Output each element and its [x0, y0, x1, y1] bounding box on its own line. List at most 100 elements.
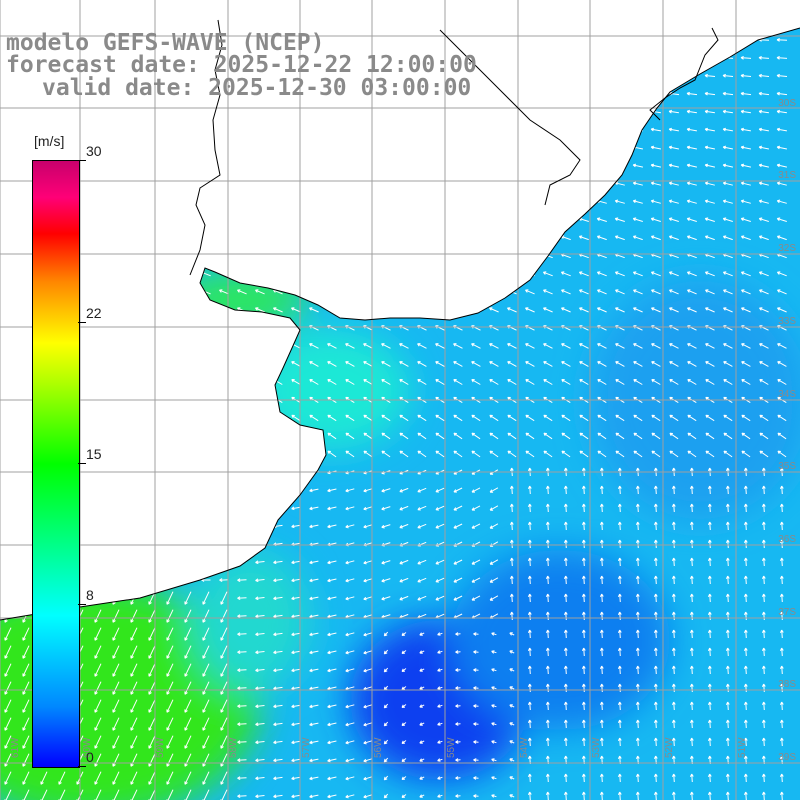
wind-arrow [291, 361, 301, 367]
wind-arrow [22, 717, 30, 731]
wind-arrow [453, 487, 463, 493]
wind-arrow [363, 379, 373, 385]
wind-arrow [597, 289, 607, 295]
wind-arrow [653, 575, 658, 585]
wind-arrow [527, 485, 532, 495]
wind-arrow [758, 163, 770, 168]
wind-arrow [741, 432, 751, 440]
wind-arrow [563, 521, 568, 531]
wind-arrow [383, 739, 389, 745]
wind-arrow [4, 753, 12, 767]
wind-arrow [345, 758, 355, 763]
wind-arrow [417, 577, 427, 583]
wind-arrow [255, 776, 265, 781]
wind-arrow [455, 632, 461, 636]
wind-arrow [166, 681, 174, 695]
wind-arrow [689, 701, 694, 711]
wind-arrow [687, 289, 697, 295]
wind-arrow [435, 487, 445, 493]
wind-arrow [668, 235, 679, 241]
wind-arrow [581, 539, 586, 549]
wind-arrow [740, 91, 752, 96]
wind-arrow [345, 506, 355, 511]
wind-arrow [435, 450, 445, 458]
wind-arrow [740, 217, 751, 222]
wind-arrow [130, 681, 138, 695]
wind-arrow [722, 271, 733, 277]
wind-arrow [743, 611, 748, 621]
wind-arrow [776, 73, 788, 78]
wind-arrow [617, 647, 622, 657]
wind-arrow [489, 361, 499, 367]
wind-arrow [704, 109, 715, 114]
wind-arrow [309, 650, 319, 655]
wind-arrow [779, 665, 784, 675]
wind-arrow [202, 735, 210, 749]
wind-arrow [704, 199, 715, 204]
wind-arrow [707, 665, 712, 675]
wind-arrow [633, 414, 643, 422]
wind-arrow [686, 181, 697, 186]
wind-arrow [723, 450, 733, 458]
wind-arrow [309, 343, 319, 349]
wind-arrow [166, 609, 174, 623]
wind-arrow [653, 647, 658, 657]
wind-arrow [599, 665, 604, 675]
wind-arrow [689, 683, 694, 693]
wind-arrow [184, 735, 192, 749]
wind-arrow [777, 379, 787, 385]
wind-arrow [722, 73, 734, 78]
wind-arrow [776, 271, 787, 277]
wind-arrow [561, 289, 571, 295]
wind-arrow [545, 557, 550, 567]
wind-arrow [725, 737, 730, 747]
wind-arrow [671, 683, 676, 693]
wind-arrow [363, 776, 373, 781]
wind-arrow [689, 575, 694, 585]
wind-arrow [707, 557, 712, 567]
wind-arrow [687, 414, 697, 422]
longitude-label: 60W [82, 737, 93, 758]
wind-arrow [617, 629, 622, 639]
wind-arrow [779, 647, 784, 657]
wind-arrow [509, 611, 514, 621]
wind-arrow [779, 539, 784, 549]
wind-arrow [707, 503, 712, 513]
wind-arrow [453, 595, 463, 601]
wind-arrow [761, 575, 766, 585]
wind-arrow [543, 307, 553, 313]
wind-arrow [94, 663, 102, 677]
wind-arrow [202, 591, 210, 605]
wind-arrow [668, 163, 680, 168]
latitude-labels: 30S 31S 32S 33S 34S 35S 36S 37S 38S 39S [778, 98, 796, 763]
wind-arrow [363, 343, 373, 349]
wind-arrow [237, 668, 247, 673]
wind-arrow [669, 414, 679, 422]
wind-arrow [327, 740, 337, 745]
wind-arrow [581, 701, 586, 711]
wind-arrow [309, 722, 319, 727]
wind-arrow [599, 701, 604, 711]
wind-arrow [255, 704, 265, 709]
longitude-label: 54W [519, 737, 530, 758]
wind-arrow [473, 650, 479, 654]
wind-arrow [255, 289, 265, 295]
wind-arrow [776, 91, 788, 96]
wind-arrow [345, 488, 355, 493]
wind-arrow [273, 758, 283, 763]
wind-arrow [455, 722, 461, 726]
wind-arrow [345, 560, 355, 565]
wind-arrow [543, 379, 553, 385]
wind-arrow [776, 217, 787, 222]
wind-arrow [419, 740, 425, 744]
wind-arrow [707, 737, 712, 747]
wind-arrow [22, 627, 30, 641]
wind-arrow [363, 596, 373, 601]
wind-arrow [689, 737, 694, 747]
model-title: modelo GEFS-WAVE (NCEP) [6, 30, 325, 56]
wind-arrow [707, 539, 712, 549]
wind-arrow [740, 163, 752, 168]
wind-arrow [94, 735, 102, 749]
wind-arrow [761, 521, 766, 531]
wind-arrow [130, 609, 138, 623]
